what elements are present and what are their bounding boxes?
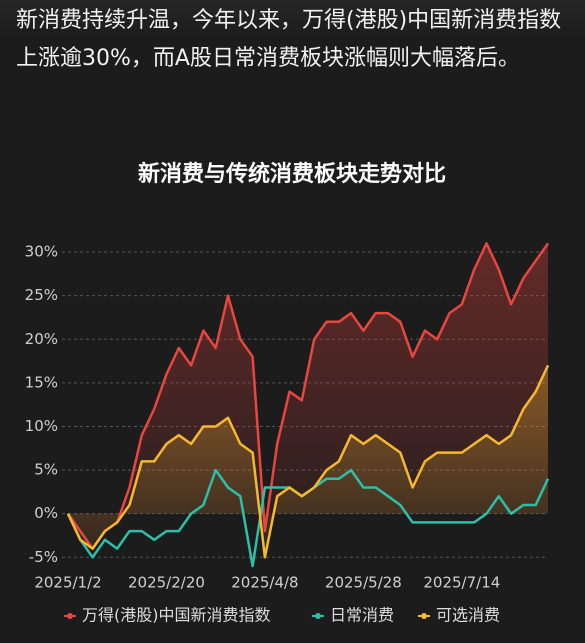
y-tick-label: 15%: [25, 373, 58, 391]
x-tick-label: 2025/4/8: [231, 574, 298, 592]
x-tick-label: 2025/1/2: [34, 574, 101, 592]
legend-marker: [315, 613, 321, 619]
y-tick-label: -5%: [29, 548, 58, 566]
legend-marker: [67, 613, 73, 619]
legend-label: 万得(港股)中国新消费指数: [82, 606, 271, 625]
intro-text: 新消费持续升温，今年以来，万得(港股)中国新消费指数上涨逾30%，而A股日常消费…: [16, 8, 562, 71]
x-tick-label: 2025/7/14: [423, 574, 500, 592]
y-tick-label: 5%: [34, 461, 58, 479]
y-tick-label: 20%: [25, 330, 58, 348]
legend-label: 可选消费: [436, 606, 500, 625]
y-tick-label: 30%: [25, 243, 58, 261]
y-tick-label: 0%: [34, 504, 58, 522]
x-tick-label: 2025/5/28: [325, 574, 402, 592]
series-line: [66, 242, 550, 550]
y-tick-label: 10%: [25, 417, 58, 435]
series-line: [66, 364, 550, 559]
y-tick-label: 25%: [25, 286, 58, 304]
x-tick-label: 2025/2/20: [128, 574, 205, 592]
chart-title: 新消费与传统消费板块走势对比: [138, 161, 446, 187]
area: [68, 365, 548, 558]
legend-marker: [421, 613, 427, 619]
legend-label: 日常消费: [330, 606, 394, 625]
